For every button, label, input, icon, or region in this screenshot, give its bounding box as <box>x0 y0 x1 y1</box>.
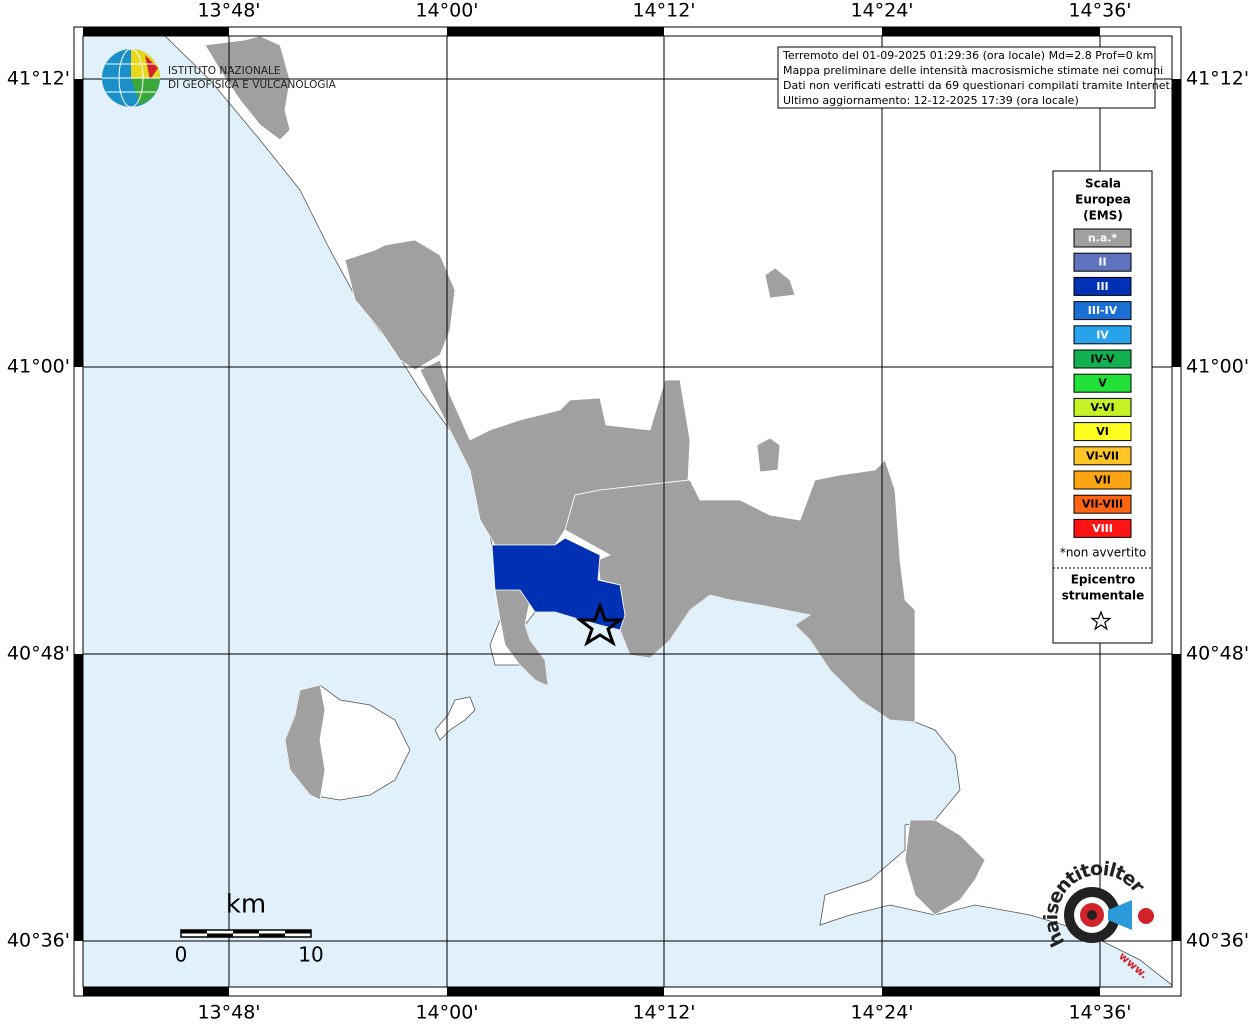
latitude-label: 41°12' <box>7 68 70 90</box>
latitude-label: 40°48' <box>1186 643 1249 665</box>
info-line: Terremoto del 01-09-2025 01:29:36 (ora l… <box>782 49 1153 62</box>
longitude-label: 13°48' <box>197 1002 260 1024</box>
latitude-label: 41°12' <box>1186 68 1249 90</box>
legend-label: V <box>1098 377 1107 390</box>
longitude-label: 14°24' <box>850 0 913 22</box>
longitude-label: 14°12' <box>632 1002 695 1024</box>
legend-swatch <box>1073 325 1132 345</box>
longitude-label: 14°00' <box>415 0 478 22</box>
longitude-label: 14°36' <box>1068 0 1131 22</box>
legend-swatch <box>1073 518 1132 538</box>
latitude-label: 40°36' <box>7 930 70 952</box>
legend-label: VIII <box>1092 522 1113 535</box>
comuni-na <box>204 35 986 916</box>
scale-unit: km <box>226 890 266 920</box>
longitude-label: 14°24' <box>850 1002 913 1024</box>
legend-star <box>1090 610 1112 631</box>
coordinates: 13°48' 13°48' 14°00' 14°00' 14°12' 14°12' 14°2… <box>7 0 1249 1024</box>
legend-title: (EMS) <box>1083 209 1123 223</box>
legend-swatch <box>1073 276 1132 296</box>
legend-label: IV-V <box>1090 353 1115 366</box>
legend-label: III <box>1096 280 1108 293</box>
longitude-label: 14°36' <box>1068 1002 1131 1024</box>
latitude-label: 40°36' <box>1186 930 1249 952</box>
legend-label: VII-VIII <box>1082 498 1123 511</box>
logo-line: ISTITUTO NAZIONALE <box>168 65 281 77</box>
info-line: Ultimo aggiornamento: 12-12-2025 17:39 (… <box>783 94 1079 107</box>
legend: ScalaEuropea(EMS)n.a.*IIIIIIII-IVIVIV-VV… <box>1060 177 1146 631</box>
legend-swatch <box>1073 494 1132 514</box>
legend-label: VI-VII <box>1086 449 1119 462</box>
legend-footnote: *non avvertito <box>1060 546 1146 560</box>
info-box <box>777 46 1156 109</box>
logo-line: DI GEOFISICA E VULCANOLOGIA <box>168 79 337 91</box>
info-text: Terremoto del 01-09-2025 01:29:36 (ora l… <box>782 49 1173 107</box>
latitude-label: 41°00' <box>7 356 70 378</box>
intensity-area <box>491 537 626 631</box>
legend-label: VII <box>1094 474 1111 487</box>
ingv-logo: ISTITUTO NAZIONALE DI GEOFISICA E VULCAN… <box>102 48 337 108</box>
latitude-label: 40°48' <box>7 643 70 665</box>
longitude-label: 14°00' <box>415 1002 478 1024</box>
legend-swatch <box>1073 252 1132 272</box>
legend-label: VI <box>1096 425 1109 438</box>
epicenter-star <box>575 601 625 647</box>
island-ischia-grey <box>284 684 326 801</box>
graticule <box>83 36 1172 987</box>
legend-swatch <box>1073 422 1132 442</box>
legend-title: Scala <box>1085 177 1121 191</box>
legend-label: IV <box>1096 328 1109 341</box>
legend-swatch <box>1073 446 1132 466</box>
legend-label: III-IV <box>1088 304 1118 317</box>
longitude-label: 14°12' <box>632 0 695 22</box>
legend-swatch <box>1073 228 1132 248</box>
scale-start: 0 <box>175 943 188 967</box>
legend-swatch <box>1073 373 1132 393</box>
legend-swatch <box>1073 301 1132 321</box>
legend-epicenter: Epicentro <box>1071 573 1136 587</box>
frame <box>73 26 1182 997</box>
legend-swatch <box>1073 397 1132 417</box>
info-line: Mappa preliminare delle intensità macros… <box>783 64 1163 77</box>
island-procida <box>434 696 476 741</box>
longitude-label: 13°48' <box>197 0 260 22</box>
legend-label: II <box>1098 256 1106 269</box>
legend-label: n.a.* <box>1088 232 1118 245</box>
legend-label: V-VI <box>1090 401 1114 414</box>
legend-swatch <box>1073 470 1132 490</box>
legend-swatch <box>1073 349 1132 369</box>
legend-epicenter: strumentale <box>1062 589 1145 603</box>
latitude-label: 41°00' <box>1186 356 1249 378</box>
scale-end: 10 <box>298 943 323 967</box>
legend-title: Europea <box>1075 193 1131 207</box>
scale-bar: km 0 10 <box>175 890 324 967</box>
info-line: Dati non verificati estratti da 69 quest… <box>783 79 1173 92</box>
